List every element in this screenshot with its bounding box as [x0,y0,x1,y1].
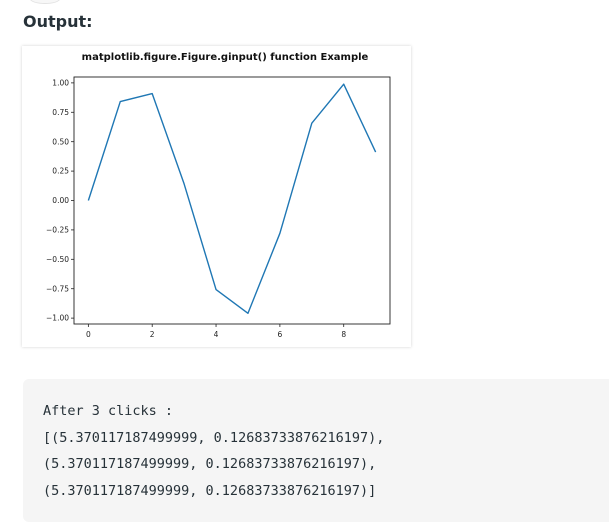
console-line: (5.370117187499999, 0.12683733876216197)… [43,456,377,472]
x-tick-label: 0 [86,330,91,339]
decorative-edge [30,0,60,4]
x-tick-label: 8 [341,330,346,339]
y-tick-label: 0.50 [52,137,69,146]
plot-area [73,76,391,325]
y-tick-label: −0.75 [46,284,69,293]
chart-title: matplotlib.figure.Figure.ginput() functi… [82,52,369,63]
series-line [87,83,377,314]
y-tick-label: −1.00 [46,314,69,323]
y-tick-label: 0.25 [52,167,69,176]
y-tick-label: −0.25 [46,226,69,235]
figure-image: matplotlib.figure.Figure.ginput() functi… [22,46,411,347]
console-line: [(5.370117187499999, 0.12683733876216197… [43,430,385,446]
console-line: After 3 clicks : [43,403,174,419]
x-tick-label: 2 [150,330,155,339]
y-tick-label: 0.75 [52,108,69,117]
y-tick-label: −0.50 [46,255,69,264]
output-heading: Output: [23,12,93,31]
x-tick-label: 4 [214,330,219,339]
y-axis: 1.00 0.75 0.50 0.25 0.00 −0.25 −0.50 −0.75 −1.00 [46,78,74,323]
x-axis: 0 2 4 6 8 [86,324,346,339]
y-tick-label: 1.00 [52,78,69,87]
console-output: After 3 clicks : [(5.370117187499999, 0.… [23,379,609,522]
x-tick-label: 6 [277,330,282,339]
console-line: (5.370117187499999, 0.12683733876216197)… [43,483,377,499]
y-tick-label: 0.00 [52,196,69,205]
line-chart: matplotlib.figure.Figure.ginput() functi… [46,52,391,339]
